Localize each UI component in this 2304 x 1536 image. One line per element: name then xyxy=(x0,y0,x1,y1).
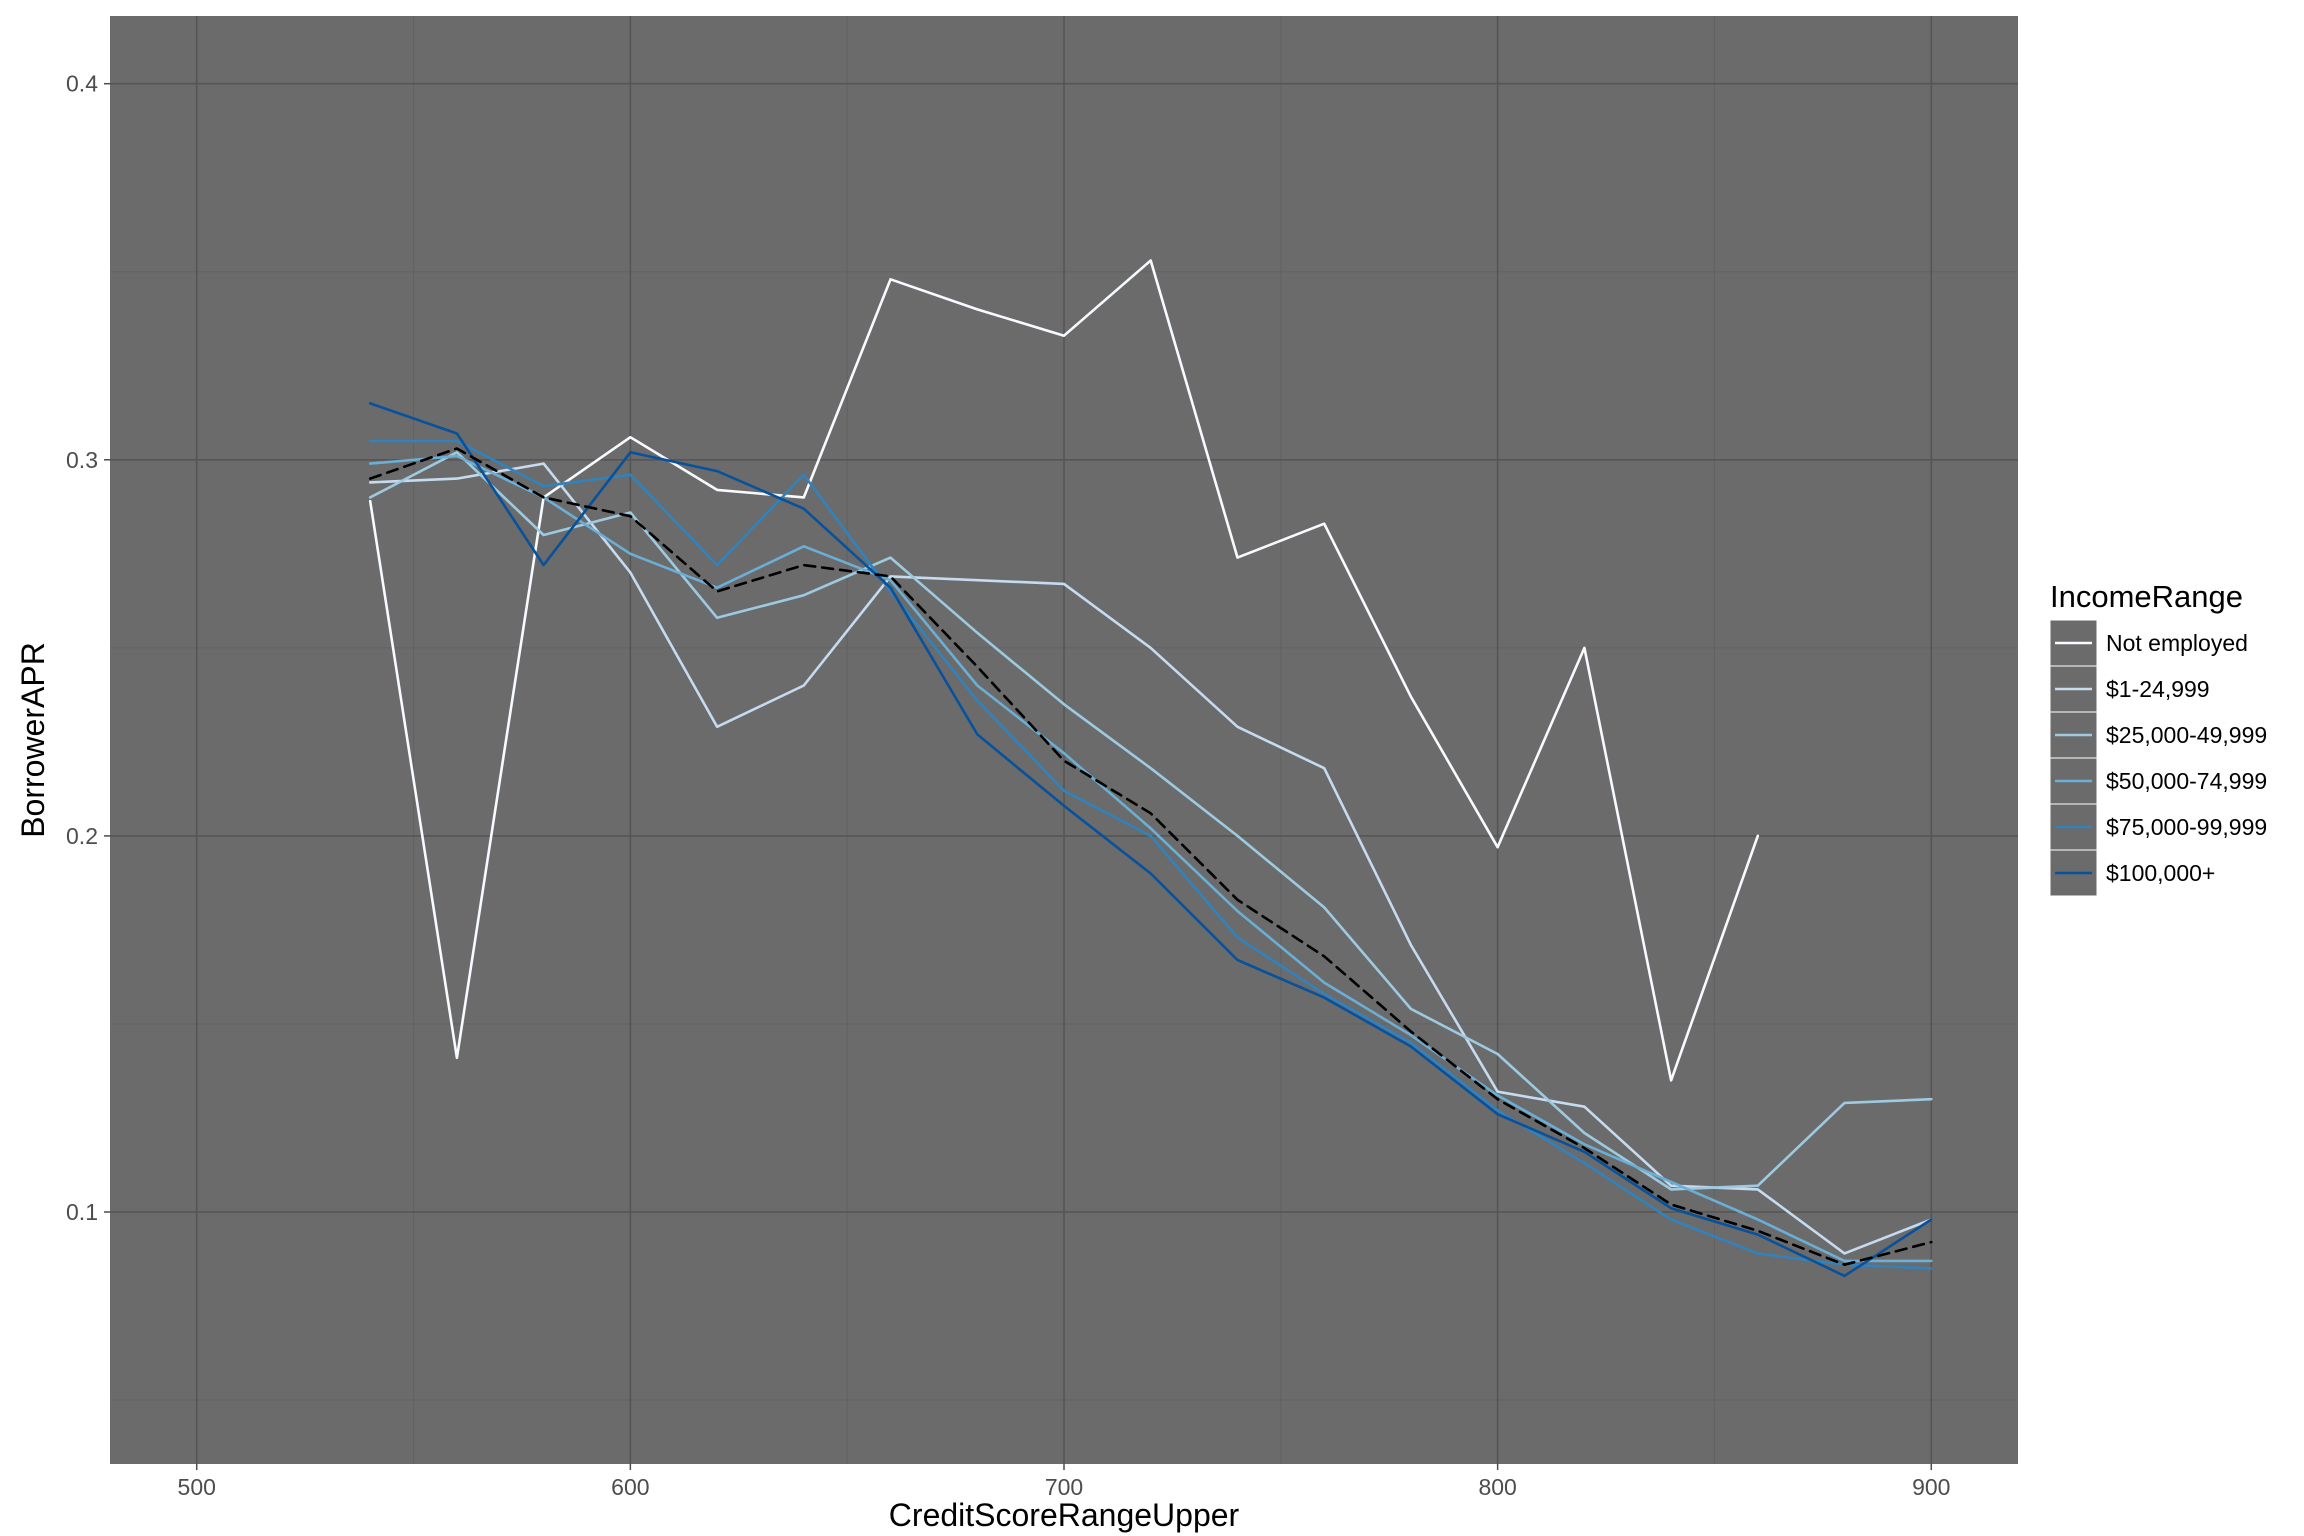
x-tick-label: 700 xyxy=(1045,1474,1083,1500)
series-line-2 xyxy=(368,450,1933,1191)
x-tick-label: 800 xyxy=(1478,1474,1516,1500)
y-tick-label: 0.1 xyxy=(66,1199,98,1225)
y-tick-label: 0.2 xyxy=(66,823,98,849)
series-lines xyxy=(368,259,1933,1278)
series-line-5 xyxy=(368,402,1933,1278)
legend-label: $25,000-49,999 xyxy=(2106,722,2267,748)
y-tick-label: 0.4 xyxy=(66,71,98,97)
overall-mean-line xyxy=(368,447,1933,1266)
series-line-0 xyxy=(368,259,1760,1082)
series-line-1 xyxy=(368,462,1933,1255)
x-axis-title: CreditScoreRangeUpper xyxy=(889,1497,1240,1533)
legend-label: $50,000-74,999 xyxy=(2106,768,2267,794)
legend: IncomeRange Not employed $1-24,999 $25,000… xyxy=(2049,579,2267,897)
legend-label: $1-24,999 xyxy=(2106,676,2210,702)
y-axis-ticks: 0.1 0.2 0.3 0.4 xyxy=(66,71,110,1225)
x-tick-label: 500 xyxy=(178,1474,216,1500)
x-axis-ticks: 500 600 700 800 900 xyxy=(178,1464,1950,1500)
x-tick-label: 900 xyxy=(1912,1474,1950,1500)
series-line-4 xyxy=(368,439,1933,1270)
y-axis-title: BorrowerAPR xyxy=(15,642,51,838)
legend-label: Not employed xyxy=(2106,630,2248,656)
legend-label: $100,000+ xyxy=(2106,860,2215,886)
series-line-3 xyxy=(368,454,1933,1263)
y-tick-label: 0.3 xyxy=(66,447,98,473)
legend-title: IncomeRange xyxy=(2050,579,2243,614)
legend-items: Not employed $1-24,999 $25,000-49,999 $50,0… xyxy=(2049,619,2267,897)
x-tick-label: 600 xyxy=(611,1474,649,1500)
legend-label: $75,000-99,999 xyxy=(2106,814,2267,840)
